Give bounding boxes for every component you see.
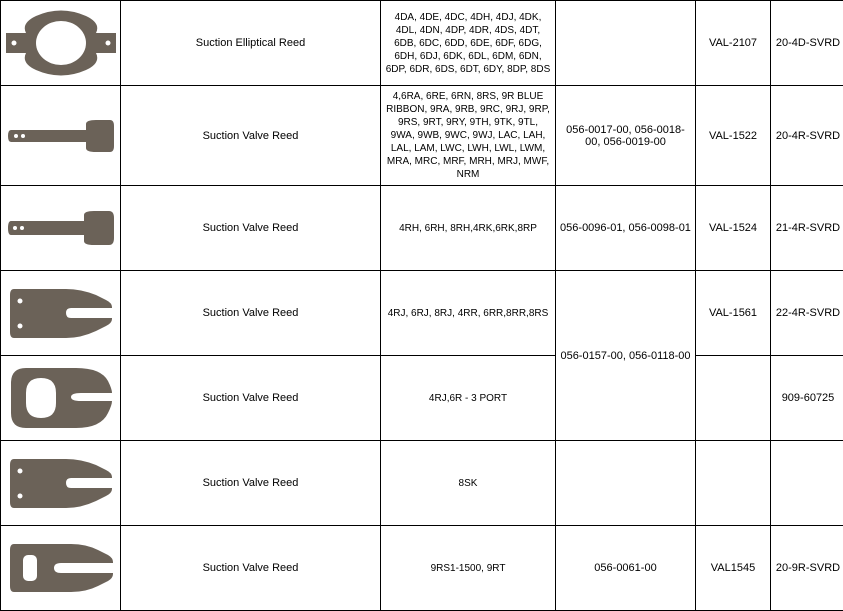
partno3-cell: 20-4R-SVRD <box>771 86 843 186</box>
models-cell: 4RJ,6R - 3 PORT <box>381 356 556 441</box>
part-image-cell <box>1 86 121 186</box>
description-cell: Suction Valve Reed <box>121 441 381 526</box>
part-image-cell <box>1 356 121 441</box>
partno1-cell: 056-0096-01, 056-0098-01 <box>556 186 696 271</box>
part-image-cell <box>1 271 121 356</box>
partno2-cell: VAL-1524 <box>696 186 771 271</box>
description-cell: Suction Valve Reed <box>121 271 381 356</box>
table-row: Suction Valve Reed9RS1-1500, 9RT056-0061… <box>1 526 843 611</box>
partno3-cell: 22-4R-SVRD <box>771 271 843 356</box>
part-image-cell <box>1 441 121 526</box>
partno2-cell <box>696 356 771 441</box>
table-row: Suction Valve Reed4RH, 6RH, 8RH,4RK,6RK,… <box>1 186 843 271</box>
models-cell: 4RH, 6RH, 8RH,4RK,6RK,8RP <box>381 186 556 271</box>
table-row: Suction Valve Reed8SK <box>1 441 843 526</box>
table-row: Suction Valve Reed4,6RA, 6RE, 6RN, 8RS, … <box>1 86 843 186</box>
table-row: Suction Valve Reed4RJ,6R - 3 PORT 909-607… <box>1 356 843 441</box>
parts-table: Suction Elliptical Reed4DA, 4DE, 4DC, 4D… <box>0 0 843 611</box>
partno2-cell: VAL1545 <box>696 526 771 611</box>
partno1-cell: 056-0017-00, 056-0018-00, 056-0019-00 <box>556 86 696 186</box>
partno1-cell <box>556 1 696 86</box>
partno2-cell: VAL-1561 <box>696 271 771 356</box>
description-cell: Suction Valve Reed <box>121 356 381 441</box>
partno1-cell: 056-0157-00, 056-0118-00 <box>556 271 696 441</box>
partno3-cell <box>771 441 843 526</box>
description-cell: Suction Valve Reed <box>121 186 381 271</box>
partno3-cell: 909-60725 <box>771 356 843 441</box>
models-cell: 4DA, 4DE, 4DC, 4DH, 4DJ, 4DK, 4DL, 4DN, … <box>381 1 556 86</box>
partno2-cell: VAL-2107 <box>696 1 771 86</box>
partno2-cell: VAL-1522 <box>696 86 771 186</box>
partno3-cell: 20-4D-SVRD <box>771 1 843 86</box>
partno3-cell: 20-9R-SVRD <box>771 526 843 611</box>
models-cell: 9RS1-1500, 9RT <box>381 526 556 611</box>
part-image-cell <box>1 526 121 611</box>
part-image-cell <box>1 186 121 271</box>
partno1-cell: 056-0061-00 <box>556 526 696 611</box>
description-cell: Suction Valve Reed <box>121 526 381 611</box>
partno1-cell <box>556 441 696 526</box>
description-cell: Suction Valve Reed <box>121 86 381 186</box>
table-row: Suction Valve Reed4RJ, 6RJ, 8RJ, 4RR, 6R… <box>1 271 843 356</box>
models-cell: 8SK <box>381 441 556 526</box>
models-cell: 4RJ, 6RJ, 8RJ, 4RR, 6RR,8RR,8RS <box>381 271 556 356</box>
partno2-cell <box>696 441 771 526</box>
partno3-cell: 21-4R-SVRD <box>771 186 843 271</box>
models-cell: 4,6RA, 6RE, 6RN, 8RS, 9R BLUE RIBBON, 9R… <box>381 86 556 186</box>
part-image-cell <box>1 1 121 86</box>
table-row: Suction Elliptical Reed4DA, 4DE, 4DC, 4D… <box>1 1 843 86</box>
description-cell: Suction Elliptical Reed <box>121 1 381 86</box>
